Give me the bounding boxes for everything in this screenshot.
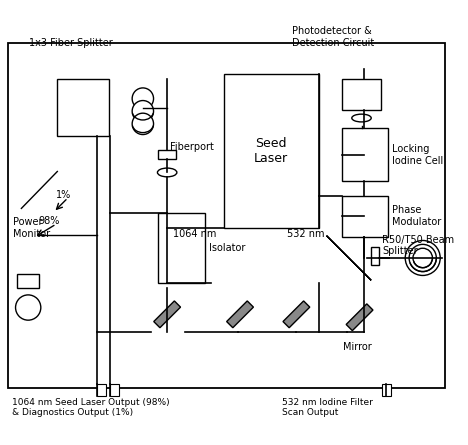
Text: 1064 nm: 1064 nm xyxy=(173,229,216,239)
Bar xyxy=(110,384,118,396)
Bar xyxy=(158,213,205,283)
Bar xyxy=(158,150,176,159)
Text: 1064 nm Seed Laser Output (98%)
& Diagnostics Output (1%): 1064 nm Seed Laser Output (98%) & Diagno… xyxy=(12,398,169,417)
Bar xyxy=(8,43,445,388)
Text: R50/T50 Beam
Splitter: R50/T50 Beam Splitter xyxy=(382,235,454,256)
Bar xyxy=(342,196,388,237)
Bar xyxy=(224,74,319,228)
Circle shape xyxy=(132,88,154,109)
Bar xyxy=(382,384,391,396)
Circle shape xyxy=(15,295,41,320)
Text: 532 nm Iodine Filter
Scan Output: 532 nm Iodine Filter Scan Output xyxy=(282,398,373,417)
Text: 532 nm: 532 nm xyxy=(287,229,324,239)
Bar xyxy=(58,79,109,136)
Polygon shape xyxy=(283,301,310,328)
Text: Locking
Iodine Cell: Locking Iodine Cell xyxy=(392,144,443,166)
Text: 1%: 1% xyxy=(56,190,72,200)
Text: Phase
Modulator: Phase Modulator xyxy=(392,206,441,227)
Polygon shape xyxy=(346,304,373,331)
Ellipse shape xyxy=(157,168,177,177)
Text: Fiberport: Fiberport xyxy=(170,142,214,152)
Bar xyxy=(97,384,106,396)
Polygon shape xyxy=(154,301,181,328)
Text: Isolator: Isolator xyxy=(209,243,245,253)
Bar xyxy=(342,128,388,181)
Text: Photodetector &
Detection Circuit: Photodetector & Detection Circuit xyxy=(292,26,374,48)
Bar xyxy=(17,275,39,288)
Circle shape xyxy=(132,101,154,122)
Polygon shape xyxy=(327,235,371,280)
Text: Mirror: Mirror xyxy=(343,342,372,352)
Bar xyxy=(371,247,379,265)
Bar xyxy=(342,79,381,110)
Circle shape xyxy=(132,113,154,134)
Ellipse shape xyxy=(352,114,371,122)
Text: 98%: 98% xyxy=(39,216,60,226)
Text: Seed
Laser: Seed Laser xyxy=(254,137,288,165)
Text: Power
Monitor: Power Monitor xyxy=(13,217,50,239)
Text: 1x3 Fiber Splitter: 1x3 Fiber Splitter xyxy=(29,38,113,48)
Polygon shape xyxy=(227,301,254,328)
